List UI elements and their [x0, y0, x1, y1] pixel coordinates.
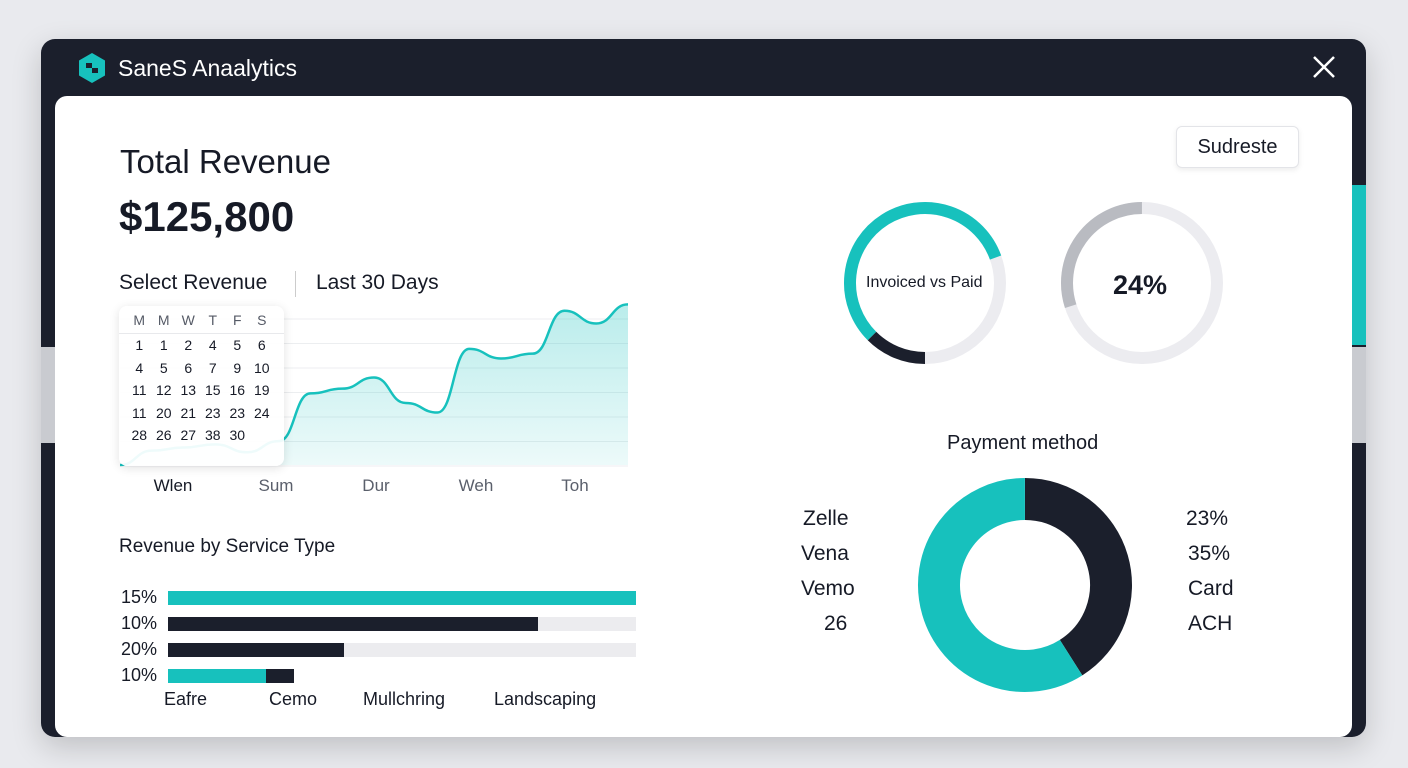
bar-label: 15%: [121, 587, 158, 607]
calendar-day[interactable]: 13: [180, 382, 197, 398]
payment-slice: [918, 478, 1083, 692]
category-label: Cemo: [269, 689, 318, 709]
calendar-day[interactable]: 16: [229, 382, 246, 398]
calendar-week: 28 26 27 38 30: [119, 424, 284, 447]
category-label: Eafre: [164, 689, 208, 709]
divider: [295, 271, 296, 297]
bar-dark: [168, 643, 344, 657]
category-label: Landscaping: [494, 689, 597, 709]
weekday-label: T: [208, 312, 218, 328]
bar-track: [168, 617, 636, 631]
weekday-label: M: [133, 312, 146, 328]
calendar-day[interactable]: 6: [184, 359, 193, 376]
invoiced-vs-paid-label: Invoiced vs Paid: [866, 274, 983, 291]
calendar-day[interactable]: 21: [180, 404, 197, 421]
legend-left: Zelle: [803, 507, 849, 530]
calendar-day[interactable]: 28: [131, 427, 148, 443]
bar-label: 20%: [121, 639, 158, 659]
select-revenue-dropdown[interactable]: Select Revenue: [119, 271, 268, 294]
calendar-day[interactable]: 23: [204, 404, 221, 421]
app-title: SaneS Anaalytics: [118, 54, 298, 81]
calendar-day[interactable]: 6: [257, 337, 266, 353]
calendar-week: 11 20 21 23 23 24: [119, 402, 284, 425]
legend-left: Vena: [801, 542, 849, 565]
service-chart-title: Revenue by Service Type: [119, 536, 336, 557]
calendar-week: 4 5 6 7 9 10: [119, 357, 284, 380]
calendar-day[interactable]: 27: [180, 427, 197, 443]
calendar-day[interactable]: 1: [135, 337, 144, 353]
legend-left: Vemo: [801, 577, 855, 600]
calendar-day[interactable]: 23: [229, 404, 246, 421]
legend-right: ACH: [1188, 612, 1233, 635]
calendar-day[interactable]: 5: [159, 359, 168, 376]
date-range-selector[interactable]: Last 30 Days: [316, 271, 439, 294]
left-side-handle: [41, 347, 55, 443]
legend-right: 35%: [1188, 542, 1231, 565]
calendar-day[interactable]: 10: [253, 359, 270, 376]
bar-teal: [168, 669, 267, 683]
bar-teal: [168, 591, 636, 605]
total-revenue-value: $125,800: [119, 193, 295, 240]
calendar-day[interactable]: 4: [135, 359, 144, 376]
x-label: Weh: [458, 476, 494, 495]
calendar-day[interactable]: 11: [131, 404, 147, 421]
weekday-label: F: [232, 312, 242, 328]
ring-progress: [1061, 202, 1143, 309]
region-button[interactable]: Sudreste: [1176, 126, 1299, 168]
calendar-day[interactable]: 19: [253, 382, 270, 398]
calendar-day[interactable]: 11: [131, 382, 147, 398]
area-fill: [120, 304, 628, 465]
x-label: Toh: [561, 476, 589, 495]
payment-method-title: Payment method: [947, 432, 1099, 454]
percent-label: 24%: [1113, 270, 1168, 300]
calendar-day[interactable]: [250, 424, 275, 447]
x-label: Sum: [258, 476, 294, 495]
payment-slice: [1024, 478, 1132, 676]
x-label: Dur: [362, 476, 390, 495]
calendar-day[interactable]: 12: [155, 382, 172, 398]
ring-segment-dark: [867, 331, 926, 364]
legend-right: Card: [1188, 577, 1234, 600]
bar-track: [168, 669, 636, 683]
legend-right: 23%: [1186, 507, 1229, 530]
calendar-day[interactable]: 26: [155, 427, 172, 443]
category-label: Mullchring: [363, 689, 446, 709]
calendar-day[interactable]: 30: [229, 427, 246, 443]
calendar-day[interactable]: 24: [253, 404, 270, 421]
app-header: SaneS Anaalytics: [76, 52, 297, 84]
bar-label: 10%: [121, 665, 158, 685]
close-icon[interactable]: [1310, 53, 1338, 81]
total-revenue-label: Total Revenue: [120, 143, 331, 180]
calendar-day[interactable]: 4: [208, 337, 217, 353]
weekday-label: S: [257, 312, 267, 328]
bar-dark: [168, 617, 538, 631]
logo-icon: [79, 53, 105, 83]
ring-segment-teal: [844, 202, 1002, 341]
calendar-day[interactable]: 7: [208, 359, 217, 376]
x-label: Wlen: [153, 476, 193, 495]
right-side-handle: [1352, 347, 1366, 443]
calendar-week: 11 12 13 15 16 19: [119, 379, 284, 402]
bar-track: [168, 591, 636, 605]
calendar-day[interactable]: 15: [204, 382, 221, 398]
bar-label: 10%: [121, 613, 158, 633]
calendar-day[interactable]: 2: [184, 337, 193, 353]
accent-strip: [1352, 185, 1366, 345]
weekday-label: M: [157, 312, 170, 328]
calendar-day[interactable]: 9: [233, 359, 242, 376]
bar-dark: [266, 669, 295, 683]
legend-left: 26: [824, 612, 848, 635]
bar-track: [168, 643, 636, 657]
weekday-label: W: [181, 312, 195, 328]
calendar-day[interactable]: 38: [204, 427, 221, 443]
calendar-day[interactable]: 5: [233, 337, 242, 353]
calendar-day[interactable]: 20: [155, 404, 172, 421]
calendar-day[interactable]: 1: [159, 337, 168, 353]
